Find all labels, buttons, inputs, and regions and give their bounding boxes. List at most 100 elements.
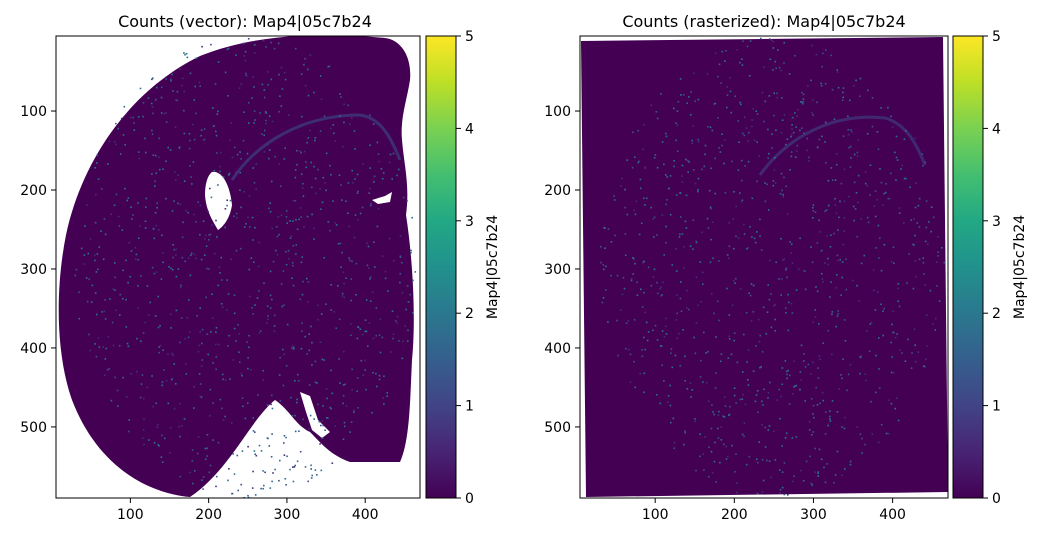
count-pixel: [115, 143, 117, 146]
count-pixel: [252, 239, 254, 241]
colorbar-tick-label: 1: [465, 399, 474, 415]
count-pixel: [125, 298, 127, 301]
count-pixel: [624, 254, 627, 257]
y-tick-label: 300: [544, 262, 571, 278]
count-pixel: [838, 388, 840, 390]
count-pixel: [679, 78, 682, 80]
count-pixel: [209, 464, 212, 467]
count-pixel: [913, 218, 915, 220]
count-pixel: [684, 220, 687, 223]
count-pixel: [672, 417, 675, 420]
count-pixel: [748, 455, 751, 458]
count-pixel: [792, 393, 794, 395]
count-pixel: [175, 179, 177, 181]
count-pixel: [375, 334, 378, 337]
count-pixel: [375, 307, 378, 309]
count-pixel: [209, 415, 211, 417]
count-pixel: [245, 74, 248, 77]
count-pixel: [773, 114, 775, 117]
count-pixel: [401, 340, 404, 343]
count-pixel: [770, 293, 772, 295]
count-pixel: [660, 295, 662, 297]
count-pixel: [267, 318, 269, 321]
colorbar-tick-label: 2: [465, 306, 474, 322]
count-pixel: [890, 172, 892, 175]
count-pixel: [746, 247, 748, 250]
count-pixel: [816, 146, 819, 149]
count-pixel: [684, 431, 686, 434]
count-pixel: [195, 221, 197, 223]
count-pixel: [671, 366, 674, 369]
count-pixel: [829, 420, 832, 422]
y-tick-label: 200: [544, 183, 571, 199]
count-pixel: [199, 330, 201, 333]
count-pixel: [161, 461, 164, 463]
count-pixel: [853, 219, 855, 222]
count-pixel: [357, 190, 359, 193]
count-pixel: [824, 121, 827, 124]
count-pixel: [839, 259, 841, 261]
count-pixel: [718, 410, 720, 413]
count-pixel: [309, 414, 312, 417]
count-pixel: [383, 375, 385, 377]
count-pixel: [340, 96, 342, 98]
count-pixel: [371, 291, 374, 294]
count-pixel: [253, 450, 256, 452]
count-pixel: [265, 112, 267, 114]
count-pixel: [930, 230, 932, 233]
count-pixel: [227, 293, 230, 295]
count-pixel: [762, 306, 765, 309]
count-pixel: [202, 476, 205, 478]
count-pixel: [183, 109, 185, 112]
count-pixel: [103, 310, 106, 313]
count-pixel: [700, 359, 702, 362]
count-pixel: [834, 204, 837, 206]
count-pixel: [836, 259, 839, 262]
count-pixel: [168, 266, 170, 268]
count-pixel: [108, 367, 110, 370]
count-pixel: [912, 243, 914, 246]
count-pixel: [818, 138, 821, 141]
count-pixel: [768, 38, 771, 40]
count-pixel: [776, 399, 778, 401]
count-pixel: [170, 78, 172, 81]
count-pixel: [841, 261, 844, 263]
count-pixel: [270, 403, 272, 406]
count-pixel: [362, 374, 365, 376]
count-pixel: [235, 340, 237, 342]
count-pixel: [232, 453, 234, 455]
count-pixel: [825, 411, 827, 413]
count-pixel: [629, 381, 632, 383]
count-pixel: [381, 255, 384, 257]
count-pixel: [711, 472, 714, 474]
count-pixel: [193, 213, 195, 216]
count-pixel: [366, 264, 369, 267]
count-pixel: [247, 102, 250, 104]
count-pixel: [865, 379, 867, 382]
count-pixel: [697, 188, 699, 191]
count-pixel: [702, 381, 704, 383]
count-pixel: [752, 370, 755, 372]
count-pixel: [804, 400, 806, 402]
count-pixel: [310, 464, 312, 467]
count-pixel: [189, 165, 191, 167]
count-pixel: [669, 384, 671, 387]
count-pixel: [638, 160, 640, 163]
count-pixel: [237, 324, 239, 326]
count-pixel: [913, 328, 916, 330]
count-pixel: [384, 270, 387, 273]
count-pixel: [816, 101, 818, 104]
count-pixel: [640, 288, 642, 291]
count-pixel: [804, 270, 806, 272]
count-pixel: [359, 328, 362, 330]
count-pixel: [229, 378, 231, 380]
count-pixel: [825, 162, 827, 164]
count-pixel: [357, 218, 359, 221]
count-pixel: [741, 58, 743, 60]
count-pixel: [241, 374, 243, 377]
count-pixel: [890, 115, 892, 118]
count-pixel: [263, 89, 266, 91]
count-pixel: [213, 169, 216, 172]
count-pixel: [193, 253, 196, 256]
count-pixel: [818, 323, 820, 325]
